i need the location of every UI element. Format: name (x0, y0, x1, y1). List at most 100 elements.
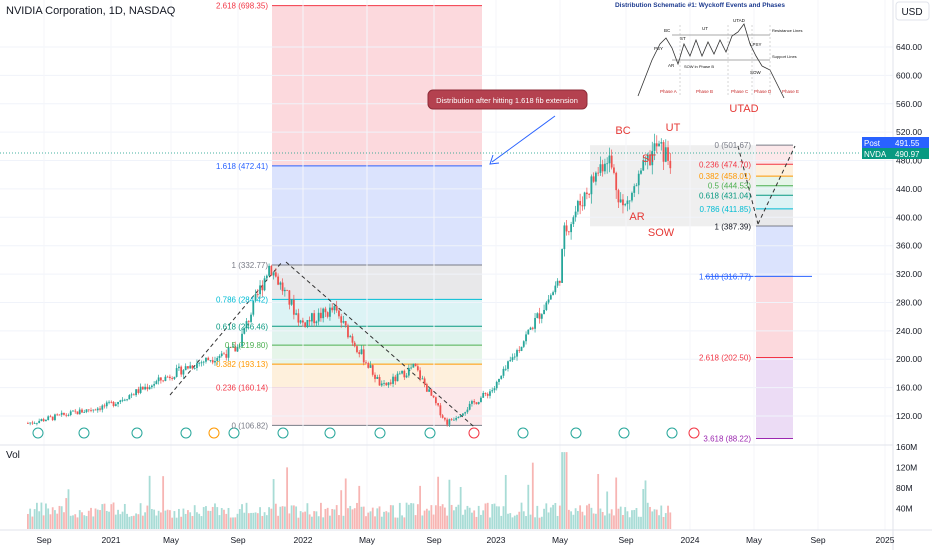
volume-bar (581, 511, 584, 529)
volume-bar (356, 502, 358, 529)
volume-bar (502, 506, 505, 529)
earnings-icon (78, 427, 90, 439)
volume-bar (101, 504, 104, 529)
volume-bar (543, 508, 545, 529)
time-tick-label: May (552, 535, 569, 545)
fib-zone (756, 185, 793, 196)
volume-bar (606, 491, 609, 529)
volume-bar (624, 507, 627, 529)
earnings-marker[interactable] (468, 427, 480, 439)
volume-bar (511, 517, 514, 529)
earnings-marker[interactable] (228, 427, 240, 439)
wyckoff-label: ST (642, 153, 656, 165)
candle-body (495, 381, 498, 389)
currency-button[interactable]: USD (895, 1, 930, 21)
earnings-events (32, 427, 700, 439)
earnings-marker[interactable] (688, 427, 700, 439)
earnings-marker[interactable] (570, 427, 582, 439)
volume-bar (599, 508, 602, 529)
candle-body (259, 285, 261, 295)
last-price-tag[interactable]: NVDA 490.97 (862, 148, 929, 159)
candle-body (516, 350, 518, 357)
price-tick-label: 120.00 (896, 411, 922, 421)
candle-body (335, 306, 338, 311)
inset-phase-label: Phase A (660, 89, 677, 94)
candle-body (658, 143, 660, 147)
earnings-marker[interactable] (666, 427, 678, 439)
candle-body (274, 272, 277, 277)
earnings-marker[interactable] (131, 427, 143, 439)
candle-body (214, 360, 216, 363)
candle-body (178, 366, 180, 369)
annotation-box (427, 89, 588, 110)
volume-bar (155, 515, 158, 529)
time-tick-label: Sep (230, 535, 245, 545)
volume-bar (554, 503, 557, 529)
volume-bar (259, 507, 261, 529)
candle-body (592, 176, 595, 182)
price-tick-label: 640.00 (896, 42, 922, 52)
volume-bar (223, 509, 225, 529)
candle-body (344, 321, 347, 326)
price-axis[interactable]: 120.00 160.00 200.00 240.00 280.00 320.00 360.… (896, 42, 922, 514)
volume-bar (552, 504, 554, 529)
candle-body (200, 362, 203, 364)
volume-bar (644, 480, 647, 529)
volume-bar (268, 507, 270, 529)
candle-body (243, 327, 246, 334)
candle-body (155, 381, 158, 385)
time-axis[interactable]: Sep 2021 May Sep 2022 May Sep 2023 May Sep 2024 May… (36, 535, 894, 545)
inset-note: SOW in Phase B (684, 64, 714, 69)
time-tick-label: 2024 (681, 535, 700, 545)
volume-bar (434, 505, 437, 529)
volume-bar (430, 505, 433, 529)
dividend-marker[interactable] (208, 427, 220, 439)
volume-bar (299, 511, 302, 529)
candle-body (180, 366, 183, 375)
candle-body (664, 147, 667, 162)
post-price-tag[interactable]: Post 491.55 (862, 137, 929, 148)
candle-body (220, 353, 223, 356)
fib-label: 0.236 (160.14) (216, 384, 268, 393)
candle-body (40, 419, 43, 421)
volume-bar (112, 502, 115, 529)
volume-bar (178, 508, 180, 529)
candle-body (457, 416, 460, 418)
candle-body (374, 374, 376, 379)
candle-body (189, 365, 192, 369)
candle-body (554, 285, 557, 293)
volume-bar (669, 512, 672, 529)
annotation-arrow (491, 115, 556, 163)
earnings-icon (666, 427, 678, 439)
candle-body (227, 347, 230, 358)
ticker-label: NVDA (864, 150, 887, 159)
post-label: Post (864, 139, 881, 148)
volume-bar (425, 508, 428, 529)
earnings-marker[interactable] (517, 427, 529, 439)
candle-body (112, 402, 115, 406)
earnings-marker[interactable] (324, 427, 336, 439)
candle-body (135, 389, 137, 396)
earnings-marker[interactable] (32, 427, 44, 439)
volume-bar (245, 502, 248, 529)
volume-bar (403, 517, 406, 529)
candle-body (132, 394, 135, 396)
volume-bar (371, 507, 374, 529)
candle-body (182, 370, 185, 375)
candle-body (389, 382, 392, 384)
earnings-marker[interactable] (78, 427, 90, 439)
price-tick-label: 240.00 (896, 326, 922, 336)
volume-bar (531, 462, 534, 529)
earnings-marker[interactable] (618, 427, 630, 439)
time-tick-label: Sep (810, 535, 825, 545)
volume-bar (132, 515, 135, 529)
earnings-marker[interactable] (180, 427, 192, 439)
volume-bar (218, 515, 221, 529)
earnings-marker[interactable] (374, 427, 386, 439)
candle-body (491, 390, 494, 392)
candle-body (349, 336, 352, 338)
earnings-marker[interactable] (277, 427, 289, 439)
annotation-callout[interactable]: Distribution after hitting 1.618 fib ext… (427, 89, 588, 165)
earnings-marker[interactable] (424, 427, 436, 439)
